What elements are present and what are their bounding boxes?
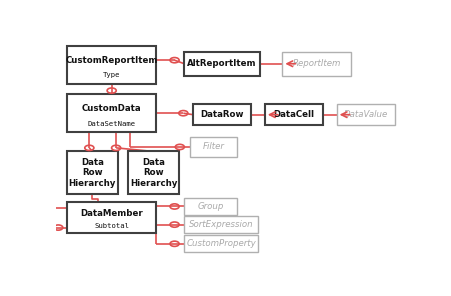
Text: CustomReportItem: CustomReportItem <box>65 56 157 65</box>
FancyBboxPatch shape <box>128 152 179 194</box>
FancyBboxPatch shape <box>282 52 350 76</box>
FancyBboxPatch shape <box>264 104 322 125</box>
Text: Filter: Filter <box>202 142 224 152</box>
Text: ReportItem: ReportItem <box>292 59 340 68</box>
FancyBboxPatch shape <box>184 52 259 76</box>
Text: DataValue: DataValue <box>343 110 387 119</box>
Text: CustomData: CustomData <box>82 104 141 113</box>
FancyBboxPatch shape <box>189 137 236 157</box>
Text: CustomProperty: CustomProperty <box>186 239 255 248</box>
FancyBboxPatch shape <box>184 235 258 252</box>
Text: Data
Row
Hierarchy: Data Row Hierarchy <box>130 158 177 188</box>
Text: Type: Type <box>103 73 120 78</box>
FancyBboxPatch shape <box>336 104 394 125</box>
FancyBboxPatch shape <box>67 94 156 132</box>
Text: DataSetName: DataSetName <box>87 121 135 127</box>
Text: AltReportItem: AltReportItem <box>187 59 256 68</box>
Text: Data
Row
Hierarchy: Data Row Hierarchy <box>69 158 116 188</box>
Text: DataRow: DataRow <box>200 110 243 119</box>
FancyBboxPatch shape <box>184 198 236 215</box>
Text: SortExpression: SortExpression <box>189 220 253 229</box>
FancyBboxPatch shape <box>67 202 156 233</box>
Text: Group: Group <box>197 202 223 211</box>
FancyBboxPatch shape <box>193 104 250 125</box>
FancyBboxPatch shape <box>67 152 118 194</box>
FancyBboxPatch shape <box>184 216 258 233</box>
Text: DataMember: DataMember <box>80 209 143 218</box>
Text: DataCell: DataCell <box>273 110 313 119</box>
Text: Subtotal: Subtotal <box>94 223 129 229</box>
FancyBboxPatch shape <box>67 46 156 84</box>
